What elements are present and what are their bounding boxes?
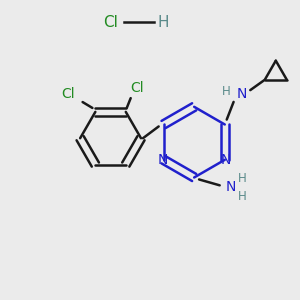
Text: N: N: [236, 87, 247, 101]
Text: N: N: [158, 153, 168, 167]
Text: Cl: Cl: [103, 15, 118, 30]
Text: H: H: [238, 172, 247, 185]
Text: H: H: [222, 85, 231, 98]
Text: H: H: [238, 190, 247, 202]
Text: N: N: [225, 180, 236, 194]
Text: Cl: Cl: [131, 81, 144, 95]
Text: N: N: [220, 153, 231, 167]
Text: H: H: [158, 15, 169, 30]
Text: Cl: Cl: [61, 87, 75, 101]
